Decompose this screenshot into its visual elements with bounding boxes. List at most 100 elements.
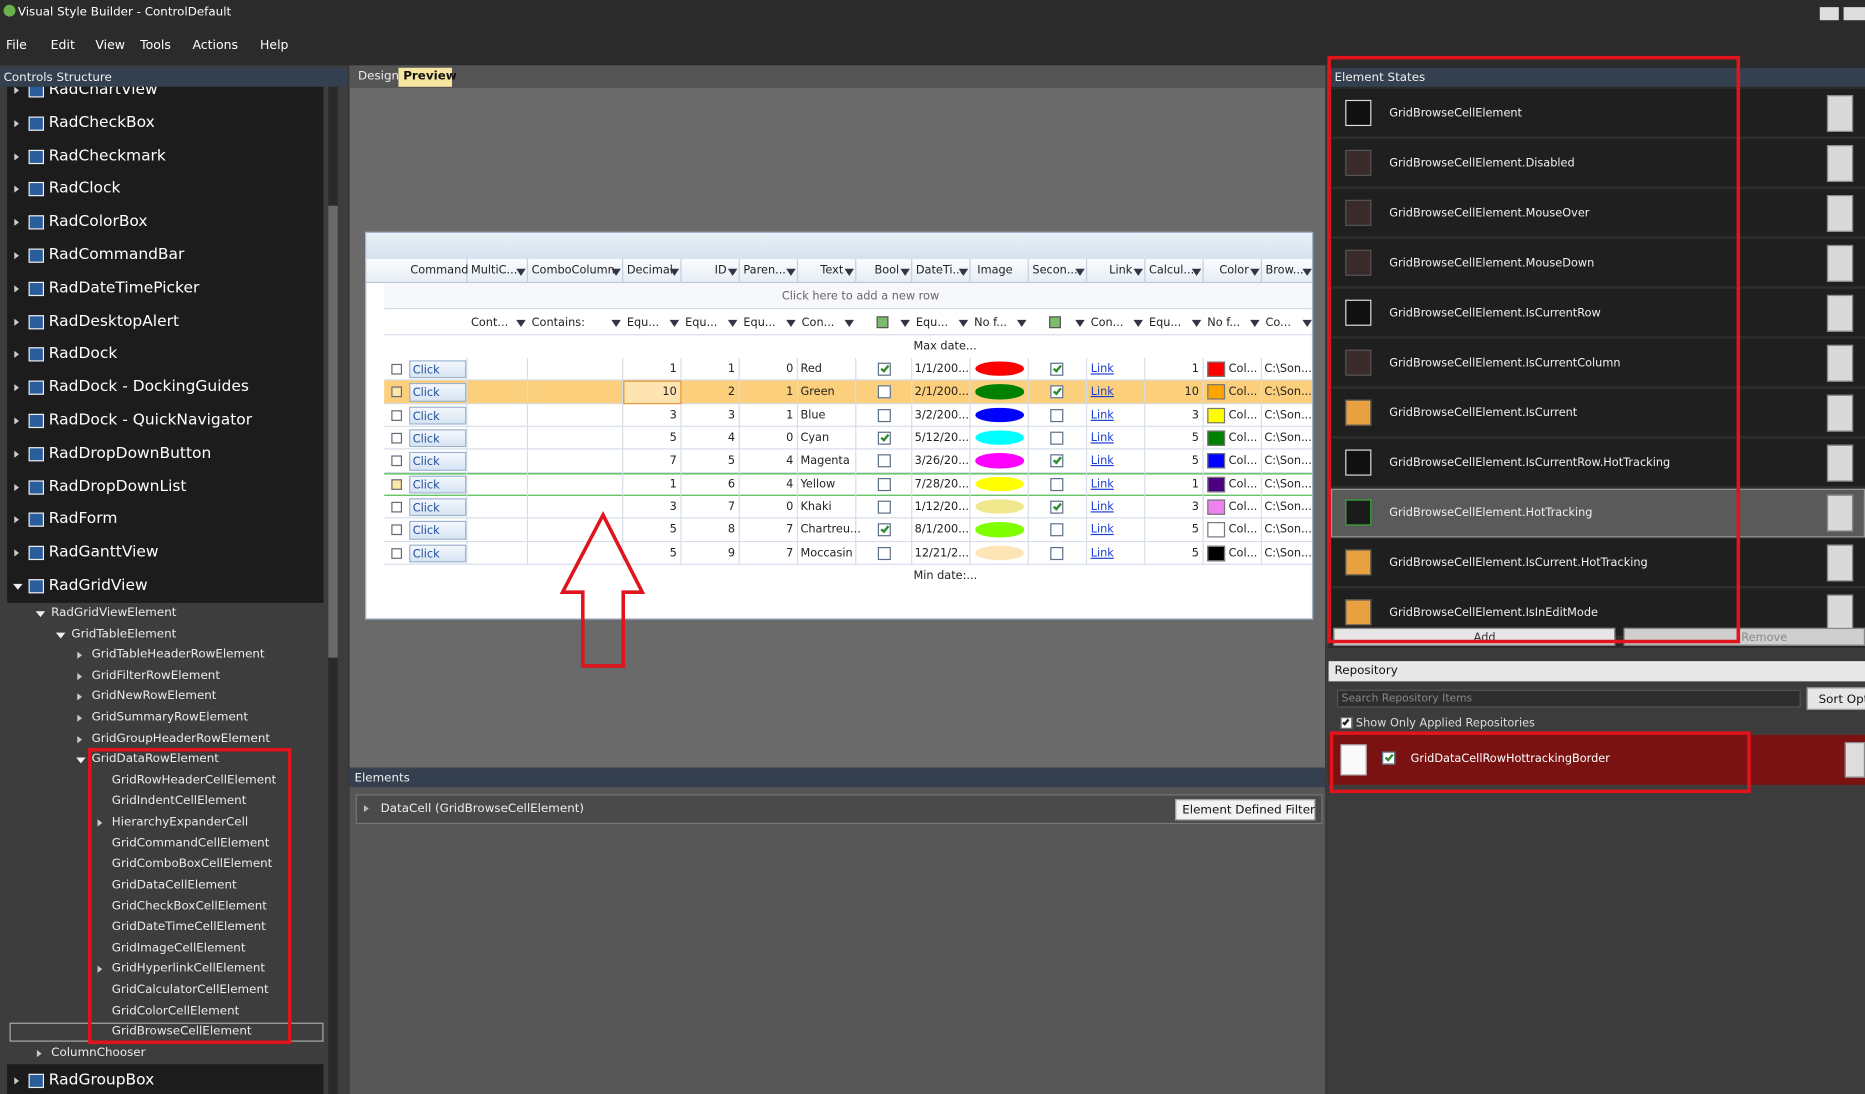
state-dropdown[interactable] bbox=[1826, 444, 1854, 482]
tree-row[interactable] bbox=[7, 470, 324, 504]
expander[interactable] bbox=[77, 714, 83, 722]
checkbox[interactable] bbox=[877, 477, 891, 491]
link[interactable]: Link bbox=[1090, 431, 1114, 445]
expander[interactable] bbox=[14, 351, 20, 359]
command-button[interactable]: Click bbox=[409, 521, 467, 540]
expander[interactable] bbox=[35, 611, 46, 618]
expander[interactable] bbox=[14, 86, 20, 94]
state-row[interactable] bbox=[1330, 538, 1865, 588]
state-dropdown[interactable] bbox=[1826, 145, 1854, 182]
state-row[interactable] bbox=[1330, 189, 1865, 238]
state-dropdown[interactable] bbox=[1826, 195, 1854, 232]
expander[interactable] bbox=[14, 384, 20, 392]
tab[interactable]: Design bbox=[353, 67, 399, 87]
expander[interactable] bbox=[14, 1077, 20, 1085]
checkbox[interactable] bbox=[1050, 454, 1064, 468]
element-row[interactable]: DataCell (GridBrowseCellElement) Element… bbox=[355, 794, 1323, 825]
row-expander[interactable] bbox=[391, 363, 403, 375]
filter-icon[interactable] bbox=[1075, 268, 1085, 276]
filter-icon[interactable] bbox=[900, 268, 910, 276]
menu-item[interactable]: File bbox=[5, 38, 27, 53]
expander[interactable] bbox=[14, 549, 20, 557]
menu-item[interactable]: Edit bbox=[50, 38, 75, 53]
tree-row[interactable] bbox=[7, 106, 324, 141]
tree-row[interactable] bbox=[7, 1064, 324, 1094]
expander[interactable] bbox=[14, 516, 20, 524]
command-button[interactable]: Click bbox=[409, 475, 467, 494]
expander[interactable] bbox=[14, 318, 20, 326]
checkbox[interactable] bbox=[877, 362, 891, 376]
command-button[interactable]: Click bbox=[409, 544, 467, 563]
data-row[interactable] bbox=[384, 449, 1312, 473]
data-row[interactable] bbox=[384, 472, 1312, 496]
row-expander[interactable] bbox=[391, 478, 403, 490]
expander[interactable] bbox=[363, 805, 369, 813]
filter-icon[interactable] bbox=[611, 319, 621, 328]
tree-row[interactable] bbox=[7, 139, 324, 174]
filter-icon[interactable] bbox=[1302, 319, 1312, 328]
checkbox[interactable] bbox=[1050, 431, 1064, 445]
checkbox[interactable] bbox=[1050, 362, 1064, 376]
tree-row[interactable] bbox=[7, 172, 324, 207]
expander[interactable] bbox=[14, 152, 20, 161]
command-button[interactable]: Click bbox=[409, 406, 467, 425]
expander[interactable] bbox=[14, 252, 20, 260]
row-expander[interactable] bbox=[391, 547, 403, 559]
command-button[interactable]: Click bbox=[409, 383, 467, 402]
state-row[interactable] bbox=[1330, 388, 1865, 438]
tree-row[interactable] bbox=[7, 272, 324, 306]
menu-item[interactable]: View bbox=[95, 38, 126, 53]
checkbox[interactable] bbox=[877, 385, 891, 399]
filter-icon[interactable] bbox=[844, 268, 854, 276]
expander[interactable] bbox=[77, 651, 83, 659]
tree-row[interactable] bbox=[7, 239, 324, 273]
filter-icon[interactable] bbox=[1250, 319, 1260, 328]
expander[interactable] bbox=[76, 757, 86, 764]
filter-dropdown[interactable]: Element Defined Filter bbox=[1175, 799, 1316, 821]
expander[interactable] bbox=[97, 819, 103, 827]
expander[interactable] bbox=[14, 450, 20, 458]
state-dropdown[interactable] bbox=[1826, 494, 1854, 532]
state-dropdown[interactable] bbox=[1826, 594, 1854, 632]
filter-icon[interactable] bbox=[900, 319, 910, 328]
expander[interactable] bbox=[14, 417, 20, 425]
link[interactable]: Link bbox=[1090, 546, 1114, 560]
tree-row[interactable] bbox=[7, 536, 324, 570]
state-row[interactable] bbox=[1330, 288, 1865, 338]
filter-icon[interactable] bbox=[669, 319, 680, 328]
row-expander[interactable] bbox=[391, 386, 403, 398]
checkbox[interactable] bbox=[877, 523, 891, 537]
expander[interactable] bbox=[36, 1049, 42, 1058]
expander[interactable] bbox=[14, 219, 20, 227]
filter-icon[interactable] bbox=[727, 268, 738, 276]
tree-row[interactable] bbox=[7, 338, 324, 372]
checkbox[interactable] bbox=[1050, 477, 1064, 491]
state-dropdown[interactable] bbox=[1826, 294, 1854, 332]
filter-icon[interactable] bbox=[786, 319, 796, 328]
scroll-thumb[interactable] bbox=[328, 205, 338, 658]
filter-icon[interactable] bbox=[516, 319, 526, 328]
row-expander[interactable] bbox=[391, 501, 403, 513]
filter-icon[interactable] bbox=[1191, 319, 1202, 328]
tree-row[interactable] bbox=[7, 437, 324, 471]
row-expander[interactable] bbox=[391, 455, 403, 467]
expander[interactable] bbox=[77, 672, 83, 680]
state-row[interactable] bbox=[1330, 438, 1865, 488]
search-box[interactable]: Search Repository Items bbox=[1336, 689, 1801, 708]
expander[interactable] bbox=[14, 185, 20, 194]
state-dropdown[interactable] bbox=[1826, 544, 1854, 582]
expander[interactable] bbox=[77, 735, 83, 743]
checkbox[interactable] bbox=[1050, 385, 1064, 399]
command-button[interactable]: Click bbox=[409, 360, 467, 379]
command-button[interactable]: Click bbox=[409, 498, 467, 517]
menu-item[interactable]: Help bbox=[259, 38, 289, 53]
expander[interactable] bbox=[97, 966, 103, 974]
tab[interactable]: Preview bbox=[398, 67, 457, 87]
repository-item[interactable]: GridDataCellRowHottrackingBorder bbox=[1328, 734, 1865, 785]
data-row[interactable] bbox=[384, 403, 1312, 427]
tree-row[interactable] bbox=[7, 305, 324, 339]
checkbox[interactable] bbox=[877, 408, 891, 422]
expander[interactable] bbox=[14, 285, 20, 293]
link[interactable]: Link bbox=[1090, 500, 1114, 514]
tree-row[interactable] bbox=[7, 569, 324, 603]
